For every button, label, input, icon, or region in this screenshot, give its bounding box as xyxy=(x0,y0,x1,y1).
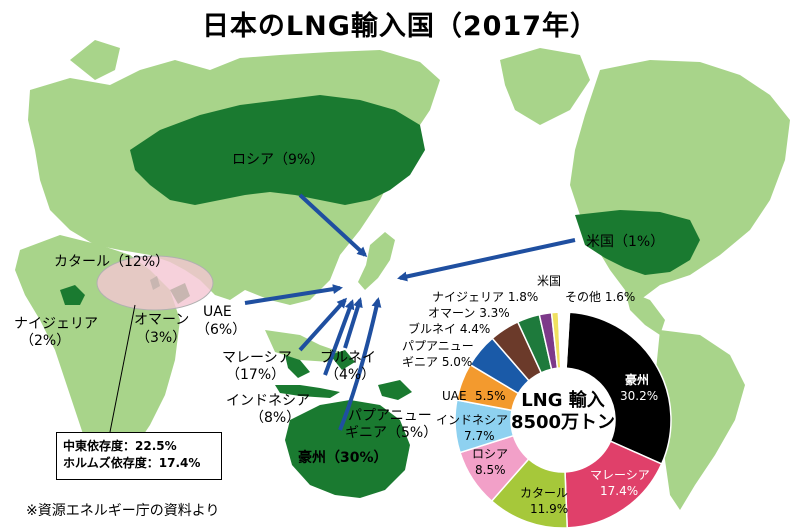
label-australia: 豪州（30%） xyxy=(298,450,388,466)
slice-value-mal: 17.4% xyxy=(600,484,639,498)
label-uae-name: UAE xyxy=(203,304,232,320)
slice-value-rus: 8.5% xyxy=(475,463,506,477)
slice-value-qat: 11.9% xyxy=(530,502,569,516)
slice-label-oma: オマーン 3.3% xyxy=(428,306,510,320)
brunei-exporter xyxy=(330,350,355,370)
scandinavia-land xyxy=(70,40,120,80)
slice-label-nig: ナイジェリア 1.8% xyxy=(432,290,539,304)
label-indonesia-pct: （8%） xyxy=(250,410,301,426)
label-png-pct: ギニア（5%） xyxy=(345,425,438,441)
usa-exporter xyxy=(575,210,700,275)
dependence-callout: 中東依存度：22.5% ホルムズ依存度：17.4% xyxy=(56,432,222,480)
label-oman-pct: （3%） xyxy=(136,330,187,346)
japan-land xyxy=(358,232,395,290)
slice-label-qat: カタール xyxy=(520,486,569,500)
indonesia-exporter xyxy=(275,385,340,398)
donut-chart xyxy=(454,311,672,529)
page-title: 日本のLNG輸入国（2017年） xyxy=(201,11,599,42)
donut-hole xyxy=(511,368,615,472)
donut-center-line2: 8500万トン xyxy=(510,412,616,433)
donut-center-line1: LNG 輸入 xyxy=(521,390,605,411)
callout-pointer xyxy=(109,304,136,433)
label-oman-name: オマーン xyxy=(134,312,190,328)
label-malaysia-name: マレーシア xyxy=(222,350,292,366)
malaysia-exporter xyxy=(285,355,310,378)
australia-exporter xyxy=(285,400,410,498)
central-america-land xyxy=(625,290,665,335)
source-note: ※資源エネルギー庁の資料より xyxy=(26,503,220,519)
slice-value-ind: 7.7% xyxy=(464,429,495,443)
slice-label-us: 米国 xyxy=(537,274,562,288)
label-nigeria-name: ナイジェリア xyxy=(14,316,98,332)
slice-value-uae: 5.5% xyxy=(475,389,506,403)
label-russia: ロシア（9%） xyxy=(232,152,325,168)
slice-label-uae: UAE xyxy=(442,389,467,403)
label-png-name: パプアニュー xyxy=(348,408,432,424)
label-brunei-pct: （4%） xyxy=(325,367,376,383)
arrow-australia xyxy=(338,297,382,431)
arrow-malaysia xyxy=(298,297,348,352)
arrow-middle-east xyxy=(244,284,343,305)
slice-label-ind: インドネシア xyxy=(436,413,509,427)
label-nigeria-pct: （2%） xyxy=(20,333,71,349)
slice-label-oth: その他 1.6% xyxy=(565,290,636,304)
slice-label-png1: パプアニュー xyxy=(402,339,474,353)
slice-label-png2: ギニア 5.0% xyxy=(402,355,473,369)
label-usa: 米国（1%） xyxy=(586,234,665,250)
slice-label-mal: マレーシア xyxy=(590,468,650,482)
label-brunei-name: ブルネイ xyxy=(320,350,376,366)
south-america-land xyxy=(655,330,745,510)
nigeria-exporter xyxy=(60,285,85,305)
label-malaysia-pct: （17%） xyxy=(226,367,286,383)
russia-exporter xyxy=(130,95,425,205)
arrow-brunei xyxy=(343,297,363,349)
slice-label-bru: ブルネイ 4.4% xyxy=(408,322,491,336)
arrow-indonesia xyxy=(323,299,355,376)
slice-label-rus: ロシア xyxy=(472,447,509,461)
middle-east-highlight xyxy=(96,255,214,311)
png-exporter xyxy=(378,380,412,400)
label-indonesia-name: インドネシア xyxy=(226,393,310,409)
slice-label-aus: 豪州 xyxy=(625,373,650,387)
greenland-land xyxy=(500,48,590,125)
arrow-russia xyxy=(298,193,368,258)
arrow-usa xyxy=(397,238,576,282)
callout-middle-east: 中東依存度：22.5% xyxy=(63,439,177,453)
callout-hormuz: ホルムズ依存度：17.4% xyxy=(63,456,201,470)
slice-value-aus: 30.2% xyxy=(620,389,659,403)
donut-center-label: LNG 輸入 8500万トン xyxy=(503,390,623,434)
label-qatar: カタール（12%） xyxy=(54,254,170,270)
label-uae-pct: （6%） xyxy=(196,322,247,338)
